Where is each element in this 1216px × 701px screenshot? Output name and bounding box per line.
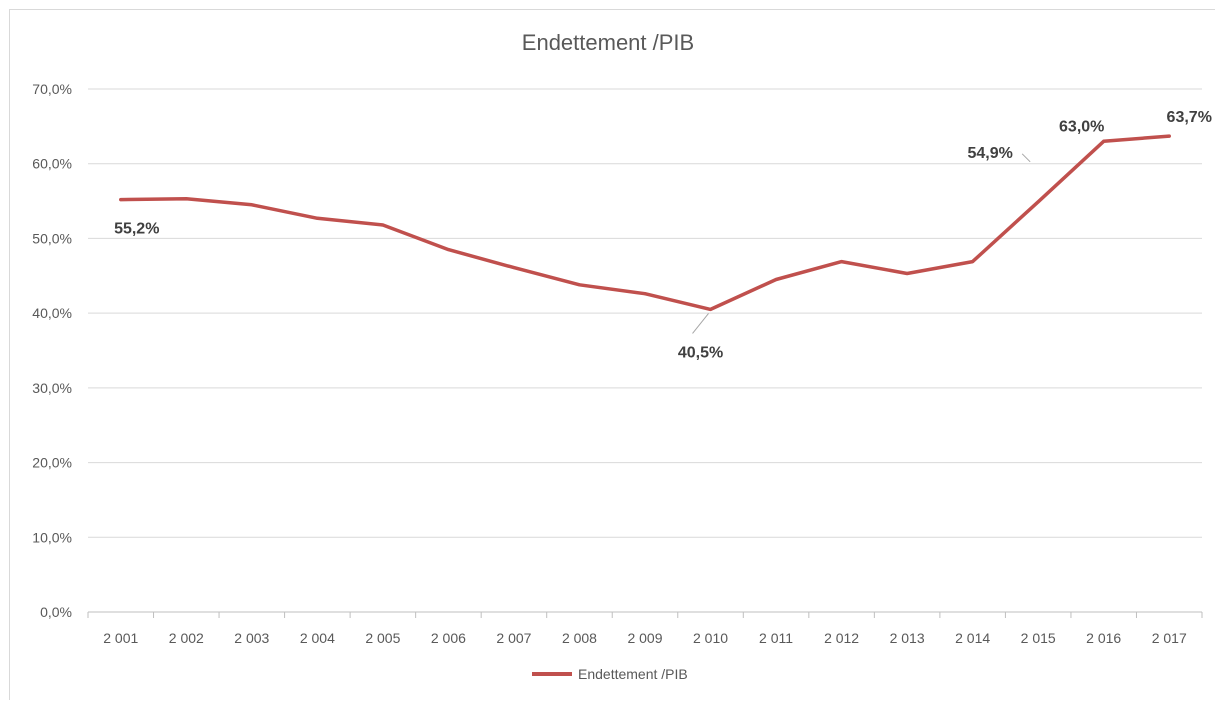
data-label: 55,2% xyxy=(114,221,159,238)
data-point xyxy=(119,198,123,202)
data-point xyxy=(250,203,254,207)
x-tick-label: 2 011 xyxy=(759,630,793,646)
x-tick-label: 2 004 xyxy=(300,630,335,646)
x-tick-label: 2 003 xyxy=(234,630,269,646)
data-label: 63,0% xyxy=(1059,118,1104,135)
x-tick-label: 2 014 xyxy=(955,630,990,646)
data-point xyxy=(1102,139,1106,143)
x-tick-label: 2 005 xyxy=(365,630,400,646)
y-tick-label: 60,0% xyxy=(32,156,72,172)
y-tick-label: 70,0% xyxy=(32,81,72,97)
data-point xyxy=(643,292,647,296)
chart-title: Endettement /PIB xyxy=(521,30,695,55)
x-tick-label: 2 007 xyxy=(496,630,531,646)
y-tick-label: 50,0% xyxy=(32,230,72,246)
data-point xyxy=(709,307,713,311)
y-tick-label: 30,0% xyxy=(32,380,72,396)
data-point xyxy=(577,283,581,287)
legend-swatch xyxy=(532,672,572,676)
data-label-leader xyxy=(1021,153,1031,163)
y-tick-label: 0,0% xyxy=(40,604,72,620)
x-tick-label: 2 015 xyxy=(1021,630,1056,646)
y-tick-label: 40,0% xyxy=(32,305,72,321)
data-label: 40,5% xyxy=(678,344,723,361)
legend-label: Endettement /PIB xyxy=(578,666,688,682)
data-label-leader xyxy=(692,313,709,334)
chart-legend: Endettement /PIB xyxy=(532,666,688,682)
data-point xyxy=(1036,200,1040,204)
data-point xyxy=(1167,134,1171,138)
data-label: 63,7% xyxy=(1167,109,1212,126)
y-tick-label: 10,0% xyxy=(32,529,72,545)
data-point xyxy=(315,216,319,220)
x-tick-label: 2 001 xyxy=(103,630,138,646)
data-point xyxy=(446,248,450,252)
x-tick-label: 2 002 xyxy=(169,630,204,646)
x-tick-label: 2 010 xyxy=(693,630,728,646)
data-label: 54,9% xyxy=(967,145,1012,162)
x-tick-label: 2 008 xyxy=(562,630,597,646)
series-line xyxy=(119,134,1171,312)
data-point xyxy=(512,266,516,270)
data-point xyxy=(840,260,844,264)
y-tick-label: 20,0% xyxy=(32,455,72,471)
data-point xyxy=(905,272,909,276)
x-tick-label: 2 016 xyxy=(1086,630,1121,646)
x-tick-label: 2 012 xyxy=(824,630,859,646)
x-tick-label: 2 006 xyxy=(431,630,466,646)
chart-frame xyxy=(9,9,1215,700)
x-tick-label: 2 009 xyxy=(627,630,662,646)
data-point xyxy=(774,278,778,282)
data-point xyxy=(381,223,385,227)
data-point xyxy=(971,260,975,264)
x-tick-label: 2 013 xyxy=(890,630,925,646)
x-tick-label: 2 017 xyxy=(1152,630,1187,646)
data-point xyxy=(184,197,188,201)
